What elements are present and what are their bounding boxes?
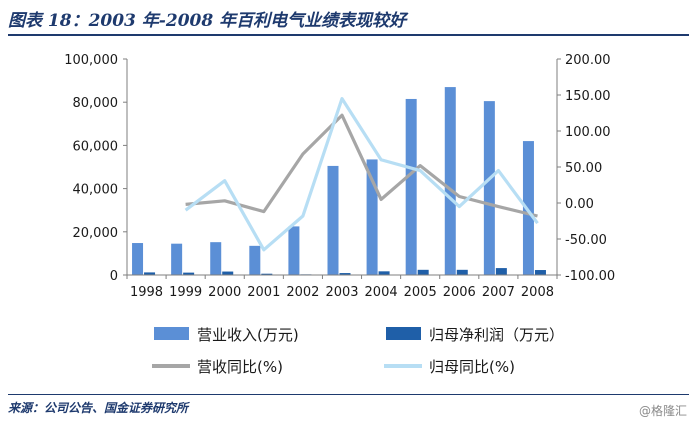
left-tick-label: 100,000 [64, 53, 118, 68]
bar--2000 [210, 242, 222, 275]
x-tick-label: 2001 [247, 285, 280, 300]
line-layer [184, 96, 539, 252]
legend-label-1: 营业收入(万元) [197, 326, 299, 344]
bar--1999 [183, 272, 195, 275]
right-tick-label: -50.00 [565, 233, 607, 248]
legend-label-2: 归母净利润（万元） [429, 326, 564, 344]
bar--2003 [327, 165, 339, 275]
bar--2008 [522, 141, 534, 275]
bar--2004 [378, 271, 390, 275]
line-series-1 [185, 113, 538, 218]
x-tick-label: 2002 [286, 285, 319, 300]
right-tick-label: 100.00 [565, 125, 611, 140]
left-tick-label: 0 [110, 269, 118, 284]
bar--2008 [534, 270, 546, 275]
left-tick-label: 60,000 [73, 139, 119, 154]
source-note: 来源：公司公告、国金证券研究所 [8, 401, 189, 415]
bar--1999 [171, 243, 183, 275]
bar-layer [132, 87, 546, 276]
left-tick-label: 40,000 [73, 183, 119, 198]
bar--2003 [339, 273, 351, 275]
bar--2001 [261, 273, 273, 275]
right-tick-label: -100.00 [565, 269, 615, 284]
legend-label-3: 营收同比(%) [197, 358, 283, 376]
x-tick-label: 2006 [443, 285, 476, 300]
x-tick-label: 2004 [365, 285, 398, 300]
bar--2004 [366, 159, 378, 275]
x-tick-label: 2000 [208, 285, 241, 300]
right-tick-label: 150.00 [565, 89, 611, 104]
title-rule [8, 34, 689, 36]
bar--2006 [444, 87, 456, 275]
x-tick-label: 2003 [325, 285, 358, 300]
bar--2006 [456, 269, 468, 275]
x-tick-label: 2008 [521, 285, 554, 300]
legend-label-4: 归母同比(%) [429, 358, 515, 376]
bar--1998 [144, 272, 156, 275]
figure-title: 图表 18：2003 年-2008 年百利电气业绩表现较好 [8, 11, 407, 31]
x-tick-label: 1999 [169, 285, 202, 300]
x-tick-label: 1998 [130, 285, 163, 300]
bar--2005 [405, 98, 417, 276]
watermark: @格隆汇 [638, 404, 687, 418]
bar--2007 [495, 268, 507, 275]
bar--2000 [222, 271, 234, 275]
left-tick-label: 20,000 [73, 226, 119, 241]
right-tick-label: 0.00 [565, 197, 594, 212]
axes-layer: 0 20,000 40,000 60,000 80,000 100,000 -100.00 -… [64, 53, 615, 300]
bar--2005 [417, 269, 429, 275]
bar--2007 [483, 101, 495, 276]
right-tick-label: 200.00 [565, 53, 611, 68]
right-tick-label: 50.00 [565, 161, 602, 176]
x-tick-label: 2007 [482, 285, 515, 300]
legend-swatch-2 [386, 327, 421, 340]
line-series-2 [184, 96, 539, 252]
bar--1998 [132, 243, 144, 275]
left-tick-label: 80,000 [73, 96, 119, 111]
bar--2001 [249, 245, 261, 275]
source-rule [8, 394, 689, 395]
x-tick-label: 2005 [404, 285, 437, 300]
legend: 营业收入(万元) 归母净利润（万元） 营收同比(%) 归母同比(%) [152, 326, 564, 376]
bar--2002 [288, 226, 300, 275]
legend-swatch-1 [154, 327, 189, 340]
